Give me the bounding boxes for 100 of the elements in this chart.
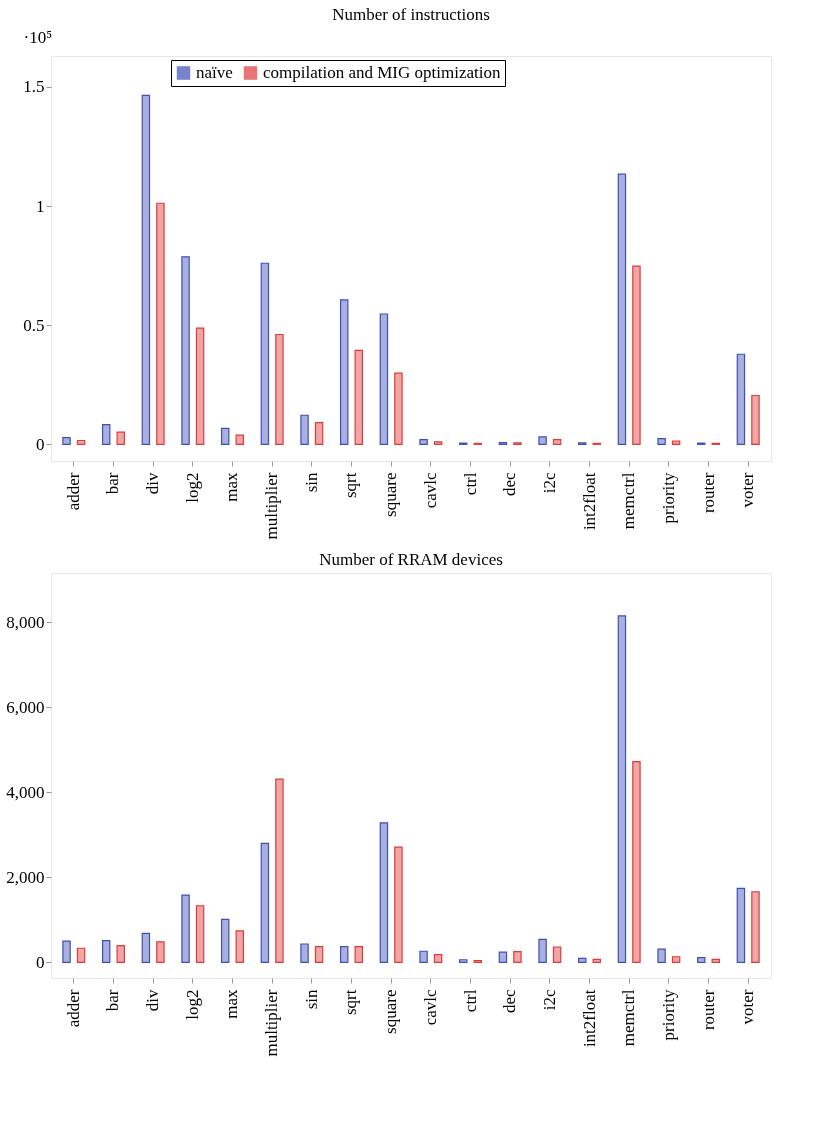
bar — [76, 439, 86, 445]
bar — [671, 956, 681, 963]
x-tick-label: i2c — [539, 989, 559, 1011]
bar — [657, 948, 666, 963]
bar — [101, 423, 111, 445]
x-tick-label: sin — [301, 472, 321, 493]
bar — [736, 353, 746, 445]
bar — [156, 941, 165, 963]
y-axis-title: ·10⁵ — [23, 27, 53, 47]
bar — [275, 333, 284, 445]
y-tick-label: 0 — [36, 434, 45, 454]
y-tick-label: 0 — [36, 952, 45, 972]
bar — [711, 958, 721, 963]
bar — [260, 842, 270, 963]
bar — [76, 947, 86, 963]
bar — [116, 945, 125, 963]
x-tick-label: max — [222, 472, 242, 502]
bar — [419, 950, 428, 963]
bar — [632, 761, 641, 963]
bar — [552, 946, 562, 963]
bar — [379, 822, 389, 963]
bar — [220, 427, 230, 445]
bar — [394, 846, 403, 963]
x-tick-label: sin — [301, 989, 321, 1010]
bar — [220, 918, 230, 963]
bar — [459, 959, 468, 963]
bar — [354, 945, 363, 963]
x-tick-label: multiplier — [262, 472, 282, 540]
bar — [538, 938, 547, 963]
bar — [578, 957, 587, 963]
x-tick-label: sqrt — [341, 989, 361, 1015]
x-tick-label: ctrl — [460, 472, 480, 496]
x-tick-label: log2 — [182, 472, 202, 503]
bar — [552, 438, 562, 445]
bar — [195, 327, 205, 445]
bar — [62, 940, 71, 963]
bar — [632, 265, 641, 445]
x-tick-label: memctrl — [619, 989, 639, 1047]
y-tick-label: 4,000 — [6, 782, 45, 802]
bar — [314, 945, 324, 963]
bar — [300, 414, 309, 445]
x-tick-label: max — [222, 989, 242, 1019]
bar — [260, 262, 270, 445]
x-tick-label: voter — [738, 989, 758, 1025]
x-tick-label: log2 — [182, 989, 202, 1020]
bar — [592, 958, 602, 963]
bar — [141, 932, 151, 963]
x-tick-label: bar — [103, 989, 123, 1012]
bar — [195, 905, 205, 963]
x-tick-label: sqrt — [341, 472, 361, 498]
x-tick-label: multiplier — [262, 989, 282, 1057]
x-tick-label: router — [698, 472, 718, 514]
x-tick-label: cavlc — [420, 472, 440, 509]
bar — [617, 615, 627, 963]
bar — [736, 887, 746, 963]
bar — [751, 891, 760, 963]
bar — [394, 372, 403, 445]
y-tick-label: 8,000 — [6, 612, 45, 632]
x-tick-label: dec — [500, 989, 520, 1014]
chart-title: Number of instructions — [332, 5, 490, 24]
x-tick-label: router — [698, 989, 718, 1031]
bar — [339, 945, 349, 963]
bar — [141, 94, 151, 445]
bar — [697, 957, 706, 963]
bar — [339, 299, 349, 445]
bar — [538, 436, 547, 445]
bar — [235, 930, 244, 963]
x-tick-label: memctrl — [619, 472, 639, 530]
x-tick-label: bar — [103, 472, 123, 495]
bar — [101, 940, 111, 963]
bar — [433, 441, 443, 445]
x-tick-label: dec — [500, 472, 520, 497]
bar — [235, 434, 244, 445]
legend-label: compilation and MIG optimization — [263, 62, 501, 82]
y-tick-label: 1.5 — [23, 77, 45, 97]
y-tick-label: 6,000 — [6, 697, 45, 717]
bar — [314, 422, 324, 445]
bar — [419, 438, 428, 445]
x-tick-label: int2float — [579, 989, 599, 1048]
y-tick-label: 2,000 — [6, 867, 45, 887]
x-tick-label: div — [143, 472, 163, 495]
x-tick-label: adder — [63, 472, 83, 511]
bar — [62, 437, 71, 445]
x-tick-label: int2float — [579, 472, 599, 531]
bar — [156, 202, 165, 445]
x-tick-label: priority — [658, 989, 678, 1041]
bar — [181, 256, 190, 445]
bar — [513, 951, 522, 963]
chart-title: Number of RRAM devices — [319, 550, 503, 569]
legend-label: naïve — [196, 62, 233, 82]
x-tick-label: cavlc — [420, 989, 440, 1026]
bar — [433, 954, 443, 963]
bar — [275, 778, 284, 963]
x-tick-label: square — [381, 472, 401, 517]
bar — [181, 894, 190, 963]
bar — [300, 943, 309, 963]
bar — [751, 394, 760, 445]
y-tick-label: 0.5 — [23, 315, 45, 335]
bar — [116, 431, 125, 445]
x-tick-label: square — [381, 989, 401, 1034]
